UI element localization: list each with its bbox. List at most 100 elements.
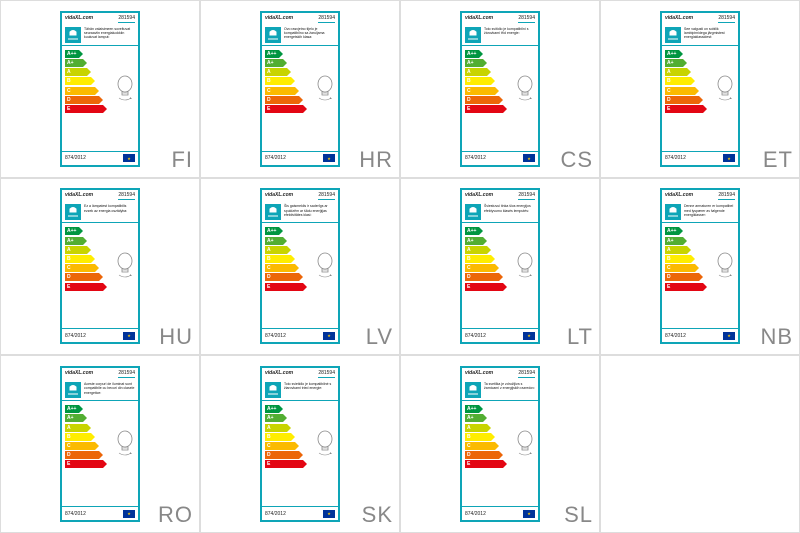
- energy-arrow-row: E: [265, 460, 335, 468]
- energy-arrow-row: A+: [265, 414, 335, 422]
- lamp-icon: [265, 204, 281, 220]
- energy-class-letter: A: [265, 424, 287, 432]
- energy-class-letter: A++: [465, 227, 479, 235]
- brand-logo: vidaXL.com: [265, 370, 293, 376]
- energy-class-letter: D: [265, 451, 299, 459]
- grid-cell: vidaXL.com281594Tähän valaisimeen sovelt…: [0, 0, 200, 178]
- grid-cell: vidaXL.com281594See valgusti on sobilik …: [600, 0, 800, 178]
- energy-label: vidaXL.com281594Denne armaturen er kompa…: [660, 188, 740, 344]
- lamp-icon: [265, 27, 281, 43]
- energy-arrow-row: A+: [465, 237, 535, 245]
- energy-class-letter: A: [65, 246, 87, 254]
- energy-class-letter: C: [65, 264, 95, 272]
- brand-logo: vidaXL.com: [65, 370, 93, 376]
- lamp-icon: [465, 204, 481, 220]
- product-number: 281594: [318, 192, 335, 200]
- energy-arrows: A++A+ABCDE: [62, 223, 138, 328]
- energy-class-letter: B: [65, 433, 91, 441]
- energy-class-letter: C: [265, 87, 295, 95]
- product-number: 281594: [318, 370, 335, 378]
- energy-class-letter: C: [665, 87, 695, 95]
- energy-arrow-row: A++: [465, 50, 535, 58]
- grid-cell: vidaXL.com281594Aceste corpuri de ilumin…: [0, 355, 200, 533]
- energy-arrow-row: A++: [665, 50, 735, 58]
- energy-class-letter: D: [65, 451, 99, 459]
- brand-logo: vidaXL.com: [65, 192, 93, 198]
- bulb-icon: [115, 74, 135, 104]
- regulation-number: 874/2012: [465, 511, 486, 517]
- eu-flag-icon: [723, 154, 735, 162]
- energy-class-letter: C: [665, 264, 695, 272]
- energy-arrow-row: E: [65, 283, 135, 291]
- eu-flag-icon: [323, 332, 335, 340]
- bulb-icon: [515, 251, 535, 281]
- energy-class-letter: A+: [265, 414, 283, 422]
- energy-class-letter: A+: [665, 59, 683, 67]
- energy-arrows: A++A+ABCDE: [62, 401, 138, 506]
- energy-class-letter: A: [465, 424, 487, 432]
- brand-logo: vidaXL.com: [465, 192, 493, 198]
- energy-arrow-row: A++: [665, 227, 735, 235]
- energy-class-letter: C: [65, 442, 95, 450]
- energy-class-letter: A++: [65, 405, 79, 413]
- energy-class-letter: B: [65, 77, 91, 85]
- energy-class-letter: A+: [465, 414, 483, 422]
- label-description: Ta svetilka je združljiva s žarnicami z …: [484, 382, 535, 398]
- energy-arrow-row: A+: [65, 59, 135, 67]
- energy-class-letter: D: [465, 273, 499, 281]
- energy-class-letter: A+: [265, 237, 283, 245]
- language-code: NB: [760, 324, 793, 350]
- regulation-number: 874/2012: [265, 333, 286, 339]
- energy-class-letter: A++: [65, 227, 79, 235]
- language-code: RO: [158, 502, 193, 528]
- product-number: 281594: [718, 15, 735, 23]
- energy-class-letter: A++: [665, 227, 679, 235]
- energy-class-letter: B: [665, 77, 691, 85]
- energy-arrows: A++A+ABCDE: [62, 46, 138, 151]
- regulation-number: 874/2012: [65, 333, 86, 339]
- language-code: SL: [564, 502, 593, 528]
- energy-class-letter: C: [265, 264, 295, 272]
- energy-class-letter: A+: [265, 59, 283, 67]
- energy-arrows: A++A+ABCDE: [662, 223, 738, 328]
- energy-class-letter: E: [265, 283, 303, 291]
- grid-cell: vidaXL.com281594Šviestuvui tinka šios en…: [400, 178, 600, 356]
- brand-logo: vidaXL.com: [465, 370, 493, 376]
- energy-class-letter: A: [65, 68, 87, 76]
- language-code: LT: [567, 324, 593, 350]
- energy-class-letter: A: [665, 68, 687, 76]
- energy-arrow-row: A+: [265, 237, 335, 245]
- energy-class-letter: A+: [465, 59, 483, 67]
- energy-arrow-row: A++: [65, 405, 135, 413]
- energy-arrow-row: E: [265, 283, 335, 291]
- energy-class-letter: A+: [65, 414, 83, 422]
- brand-logo: vidaXL.com: [465, 15, 493, 21]
- grid-cell: vidaXL.com281594Šis gaismeklis ir saderī…: [200, 178, 400, 356]
- language-code: ET: [763, 147, 793, 173]
- energy-class-letter: E: [665, 283, 703, 291]
- energy-label: vidaXL.com281594Tähän valaisimeen sovelt…: [60, 11, 140, 167]
- energy-class-letter: A: [465, 246, 487, 254]
- energy-class-letter: D: [65, 96, 99, 104]
- energy-class-letter: A++: [65, 50, 79, 58]
- energy-arrow-row: A++: [65, 50, 135, 58]
- energy-class-letter: C: [465, 442, 495, 450]
- regulation-number: 874/2012: [65, 155, 86, 161]
- energy-class-letter: C: [265, 442, 295, 450]
- label-grid: vidaXL.com281594Tähän valaisimeen sovelt…: [0, 0, 800, 533]
- energy-class-letter: B: [465, 255, 491, 263]
- energy-class-letter: D: [665, 96, 699, 104]
- energy-arrow-row: E: [465, 283, 535, 291]
- energy-label: vidaXL.com281594Toto svítidlo je kompati…: [460, 11, 540, 167]
- energy-arrow-row: A++: [265, 50, 335, 58]
- product-number: 281594: [118, 370, 135, 378]
- energy-class-letter: A+: [65, 237, 83, 245]
- energy-class-letter: D: [65, 273, 99, 281]
- energy-class-letter: D: [265, 273, 299, 281]
- energy-arrows: A++A+ABCDE: [462, 401, 538, 506]
- energy-label: vidaXL.com281594Toto svietidlo je kompat…: [260, 366, 340, 522]
- energy-class-letter: C: [465, 87, 495, 95]
- product-number: 281594: [518, 15, 535, 23]
- energy-class-letter: A++: [465, 50, 479, 58]
- eu-flag-icon: [323, 510, 335, 518]
